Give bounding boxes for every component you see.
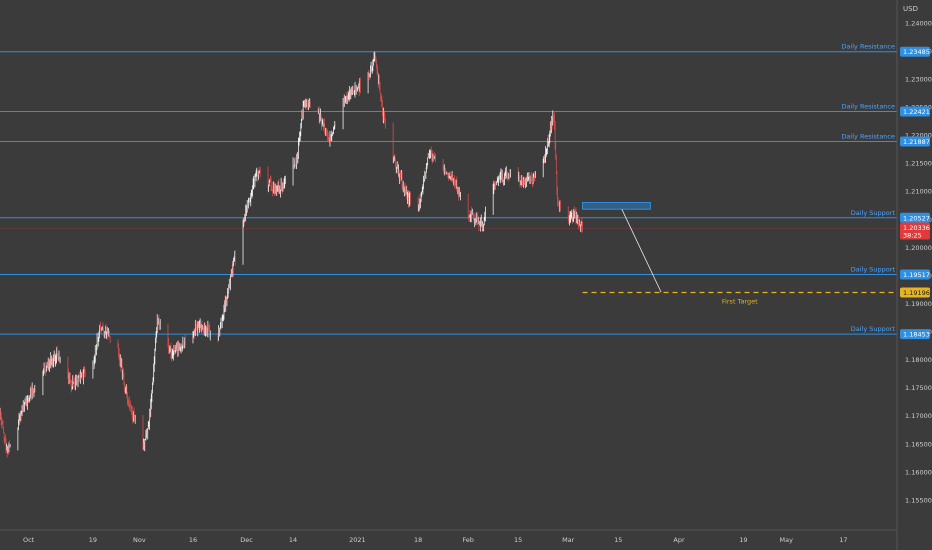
target-price-badge-text: 1.19196	[903, 289, 930, 297]
time-tick-label: 17	[839, 536, 847, 544]
currency-label: USD	[903, 5, 918, 13]
time-tick-label: 15	[514, 536, 522, 544]
level-price-badge-text: 1.21887	[903, 138, 930, 146]
drawings: First Target	[0, 201, 897, 305]
time-tick-label: Oct	[23, 536, 35, 544]
level-price-badge-text: 1.19517	[903, 271, 930, 279]
time-tick-label: 2021	[349, 536, 366, 544]
level-price-badge	[900, 106, 930, 117]
time-tick-label: Apr	[673, 536, 685, 544]
time-tick-label: May	[779, 536, 793, 544]
level-price-badge	[900, 46, 930, 57]
level-label: Daily Support	[851, 265, 896, 273]
level-label: Daily Support	[851, 325, 896, 333]
price-tick-label: 1.23000	[905, 75, 932, 83]
time-tick-label: Dec	[240, 536, 253, 544]
projection-arrow	[621, 209, 662, 293]
bar-countdown: 38:25	[903, 231, 922, 239]
time-tick-label: Nov	[133, 536, 146, 544]
price-tick-label: 1.21500	[905, 160, 932, 168]
price-tick-label: 1.17000	[905, 412, 932, 420]
price-tick-label: 1.22000	[905, 132, 932, 140]
level-price-badge	[900, 269, 930, 280]
price-badges: 1.23485 1.22421 1.21887 1.20527 1.19517 1.184…	[900, 46, 930, 340]
time-tick-label: Mar	[562, 536, 575, 544]
time-axis[interactable]: Oct 19 Nov 16 Dec 14 2021 18 Feb 15 Mar 15 Apr 19 May 1…	[23, 536, 848, 544]
level-price-badge	[900, 212, 930, 223]
level-price-badge	[900, 136, 930, 147]
level-price-badge	[900, 329, 930, 340]
last-price-badge	[900, 222, 930, 240]
target-label: First Target	[722, 297, 758, 305]
level-label: Daily Support	[851, 209, 896, 217]
price-tick-label: 1.16000	[905, 468, 932, 476]
price-tick-label: 1.21000	[905, 188, 932, 196]
time-tick-label: 19	[89, 536, 97, 544]
target-price-badge	[900, 287, 930, 298]
level-label: Daily Resistance	[841, 102, 895, 110]
time-tick-label: Feb	[462, 536, 474, 544]
entry-zone	[582, 201, 651, 210]
time-tick-label: 14	[289, 536, 297, 544]
price-tick-label: 1.16500	[905, 440, 932, 448]
support-resistance-levels: Daily Resistance Daily Resistance Daily Re…	[0, 43, 897, 335]
price-tick-label: 1.20000	[905, 244, 932, 252]
price-tick-label: 1.19000	[905, 300, 932, 308]
time-tick-label: 19	[739, 536, 747, 544]
price-tick-label: 1.15500	[905, 496, 932, 504]
level-label: Daily Resistance	[841, 43, 895, 51]
price-tick-label: 1.18000	[905, 356, 932, 364]
time-tick-label: 18	[414, 536, 422, 544]
level-price-badge-text: 1.23485	[903, 48, 930, 56]
last-price-badge-text: 1.20336	[903, 224, 930, 232]
price-tick-label: 1.24000	[905, 19, 932, 27]
price-tick-label: 1.17500	[905, 384, 932, 392]
level-price-badge-text: 1.20527	[903, 214, 930, 222]
level-price-badge-text: 1.22421	[903, 108, 930, 116]
time-tick-label: 15	[614, 536, 622, 544]
level-label: Daily Resistance	[841, 132, 895, 140]
level-price-badge-text: 1.18453	[903, 331, 930, 339]
candles	[0, 51, 583, 458]
time-tick-label: 16	[189, 536, 197, 544]
